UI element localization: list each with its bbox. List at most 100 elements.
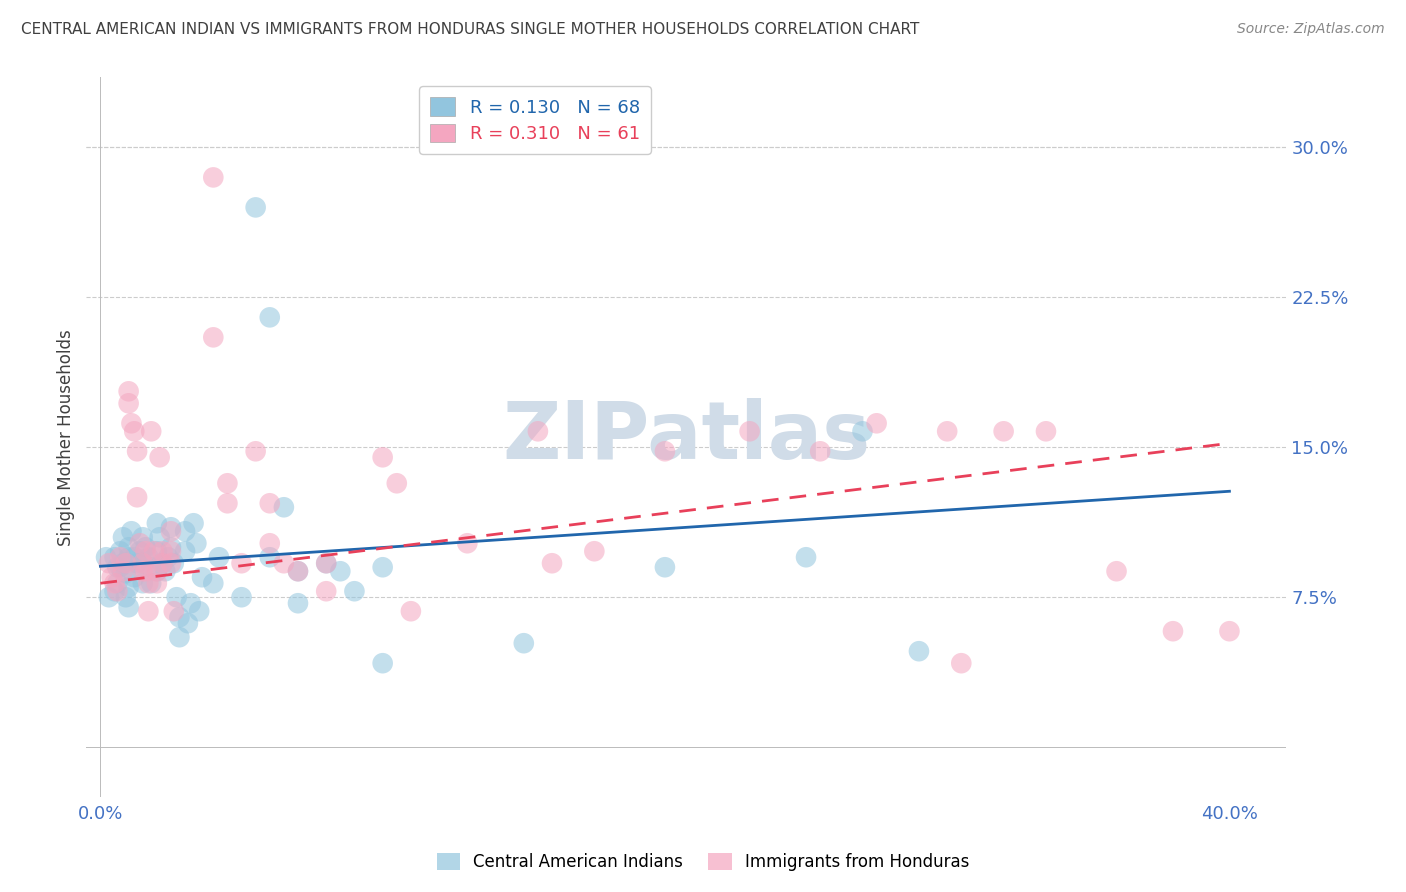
Point bbox=[117, 550, 139, 565]
Point bbox=[97, 556, 120, 570]
Point bbox=[231, 556, 253, 570]
Point bbox=[371, 656, 394, 670]
Point bbox=[103, 550, 125, 565]
Point bbox=[315, 556, 337, 570]
Point bbox=[808, 444, 831, 458]
Point bbox=[124, 550, 146, 565]
Legend: Central American Indians, Immigrants from Honduras: Central American Indians, Immigrants fro… bbox=[429, 845, 977, 880]
Point bbox=[114, 566, 136, 581]
Point bbox=[654, 560, 676, 574]
Point bbox=[117, 580, 139, 594]
Point bbox=[108, 560, 131, 574]
Point bbox=[163, 604, 186, 618]
Point bbox=[217, 476, 239, 491]
Point bbox=[315, 584, 337, 599]
Point bbox=[127, 490, 149, 504]
Point bbox=[329, 564, 352, 578]
Point bbox=[399, 604, 422, 618]
Point bbox=[152, 556, 174, 570]
Point bbox=[132, 576, 155, 591]
Point bbox=[160, 556, 183, 570]
Point bbox=[105, 584, 128, 599]
Point bbox=[146, 564, 169, 578]
Point bbox=[160, 520, 183, 534]
Point bbox=[146, 544, 169, 558]
Point bbox=[245, 200, 267, 214]
Point bbox=[654, 444, 676, 458]
Point bbox=[163, 556, 186, 570]
Point bbox=[541, 556, 564, 570]
Point bbox=[132, 564, 155, 578]
Point bbox=[160, 541, 183, 555]
Point bbox=[583, 544, 606, 558]
Text: Source: ZipAtlas.com: Source: ZipAtlas.com bbox=[1237, 22, 1385, 37]
Point bbox=[287, 596, 309, 610]
Point bbox=[111, 556, 134, 570]
Point bbox=[152, 544, 174, 558]
Point bbox=[794, 550, 817, 565]
Point bbox=[456, 536, 478, 550]
Point bbox=[94, 550, 117, 565]
Point bbox=[908, 644, 931, 658]
Point bbox=[865, 417, 887, 431]
Point bbox=[141, 576, 163, 591]
Legend: R = 0.130   N = 68, R = 0.310   N = 61: R = 0.130 N = 68, R = 0.310 N = 61 bbox=[419, 87, 651, 154]
Point bbox=[273, 556, 295, 570]
Point bbox=[188, 604, 211, 618]
Text: ZIPatlas: ZIPatlas bbox=[502, 399, 870, 476]
Point bbox=[149, 450, 172, 465]
Point bbox=[141, 425, 163, 439]
Point bbox=[169, 610, 191, 624]
Point bbox=[103, 584, 125, 599]
Point bbox=[160, 544, 183, 558]
Point bbox=[132, 556, 155, 570]
Point bbox=[108, 544, 131, 558]
Point bbox=[124, 425, 146, 439]
Point bbox=[157, 550, 180, 565]
Point bbox=[149, 530, 172, 544]
Point bbox=[132, 556, 155, 570]
Point bbox=[385, 476, 408, 491]
Point bbox=[127, 444, 149, 458]
Point bbox=[138, 576, 160, 591]
Point bbox=[993, 425, 1015, 439]
Point bbox=[1218, 624, 1240, 639]
Point bbox=[111, 530, 134, 544]
Point bbox=[117, 384, 139, 399]
Point bbox=[169, 630, 191, 644]
Point bbox=[177, 616, 200, 631]
Point bbox=[108, 550, 131, 565]
Point bbox=[180, 596, 202, 610]
Point bbox=[186, 536, 208, 550]
Point bbox=[138, 604, 160, 618]
Point bbox=[202, 576, 225, 591]
Point bbox=[1161, 624, 1184, 639]
Point bbox=[259, 550, 281, 565]
Point bbox=[105, 576, 128, 591]
Point bbox=[117, 600, 139, 615]
Point bbox=[120, 524, 142, 539]
Point bbox=[174, 544, 197, 558]
Point bbox=[527, 425, 550, 439]
Point bbox=[114, 556, 136, 570]
Point bbox=[208, 550, 231, 565]
Point bbox=[146, 564, 169, 578]
Point bbox=[287, 564, 309, 578]
Point bbox=[315, 556, 337, 570]
Point bbox=[166, 591, 188, 605]
Point bbox=[1105, 564, 1128, 578]
Point bbox=[105, 560, 128, 574]
Point bbox=[97, 591, 120, 605]
Point bbox=[273, 500, 295, 515]
Point bbox=[851, 425, 873, 439]
Point bbox=[1035, 425, 1057, 439]
Point bbox=[738, 425, 761, 439]
Point bbox=[124, 570, 146, 584]
Point bbox=[513, 636, 536, 650]
Point bbox=[141, 560, 163, 574]
Point bbox=[138, 550, 160, 565]
Point bbox=[135, 564, 157, 578]
Point bbox=[117, 541, 139, 555]
Point bbox=[129, 536, 152, 550]
Point bbox=[146, 516, 169, 531]
